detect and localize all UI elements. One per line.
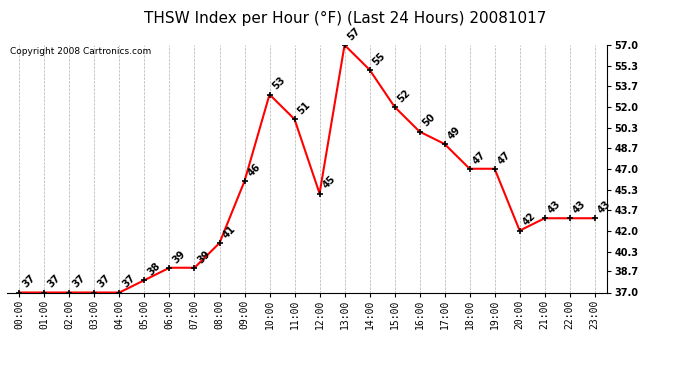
Text: 43: 43	[546, 199, 562, 216]
Text: 38: 38	[146, 261, 163, 278]
Text: 45: 45	[321, 174, 337, 191]
Text: 42: 42	[521, 211, 538, 228]
Text: 39: 39	[196, 248, 213, 265]
Text: 37: 37	[96, 273, 112, 290]
Text: 46: 46	[246, 162, 262, 178]
Text: 39: 39	[171, 248, 188, 265]
Text: 55: 55	[371, 50, 388, 67]
Text: 53: 53	[271, 75, 288, 92]
Text: 41: 41	[221, 224, 237, 240]
Text: 43: 43	[571, 199, 588, 216]
Text: 37: 37	[21, 273, 37, 290]
Text: 37: 37	[71, 273, 88, 290]
Text: 57: 57	[346, 26, 362, 42]
Text: Copyright 2008 Cartronics.com: Copyright 2008 Cartronics.com	[10, 48, 151, 57]
Text: 52: 52	[396, 87, 413, 104]
Text: THSW Index per Hour (°F) (Last 24 Hours) 20081017: THSW Index per Hour (°F) (Last 24 Hours)…	[144, 11, 546, 26]
Text: 47: 47	[496, 149, 513, 166]
Text: 50: 50	[421, 112, 437, 129]
Text: 49: 49	[446, 124, 462, 141]
Text: 47: 47	[471, 149, 488, 166]
Text: 37: 37	[46, 273, 62, 290]
Text: 37: 37	[121, 273, 137, 290]
Text: 51: 51	[296, 100, 313, 117]
Text: 43: 43	[596, 199, 613, 216]
